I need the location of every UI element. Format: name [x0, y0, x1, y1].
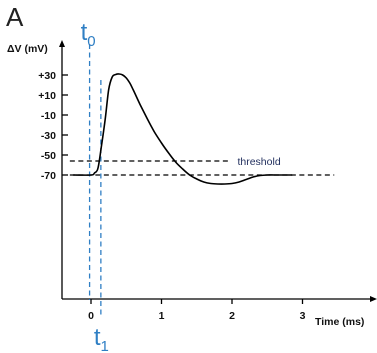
time-marker-letter: t: [94, 324, 101, 351]
x-tick-group: 0 1 2 3: [88, 299, 306, 322]
threshold-label: threshold: [237, 156, 280, 168]
x-tick-label: 0: [88, 310, 94, 322]
y-axis-title: ΔV (mV): [7, 43, 48, 55]
plot-area: ΔV (mV) Time (ms) +30 +10 -10 -30 -50 -70 0 1 2…: [7, 19, 377, 353]
x-tick-label: 2: [229, 310, 235, 322]
y-tick-label: -10: [41, 110, 56, 122]
action-potential-trace: [72, 73, 293, 185]
y-tick-group: +30 +10 -10 -30 -50 -70: [38, 70, 68, 182]
x-axis-arrowhead: [370, 296, 377, 302]
y-tick-label: +10: [38, 90, 56, 102]
y-tick-label: -30: [41, 130, 56, 142]
y-tick-label: +30: [38, 70, 56, 82]
time-marker-label-t1: t1: [94, 324, 109, 353]
time-marker-label-t0: t0: [81, 19, 96, 50]
time-marker-letter: t: [81, 19, 88, 46]
y-tick-label: -50: [41, 150, 56, 162]
y-tick-label: -70: [41, 170, 56, 182]
time-marker-subscript: 0: [87, 33, 95, 50]
x-tick-label: 1: [159, 310, 165, 322]
y-axis-arrowhead: [59, 40, 65, 47]
x-axis-title: Time (ms): [315, 316, 364, 328]
time-marker-subscript: 1: [101, 338, 109, 353]
x-tick-label: 3: [300, 310, 306, 322]
panel-label: A: [6, 2, 24, 32]
